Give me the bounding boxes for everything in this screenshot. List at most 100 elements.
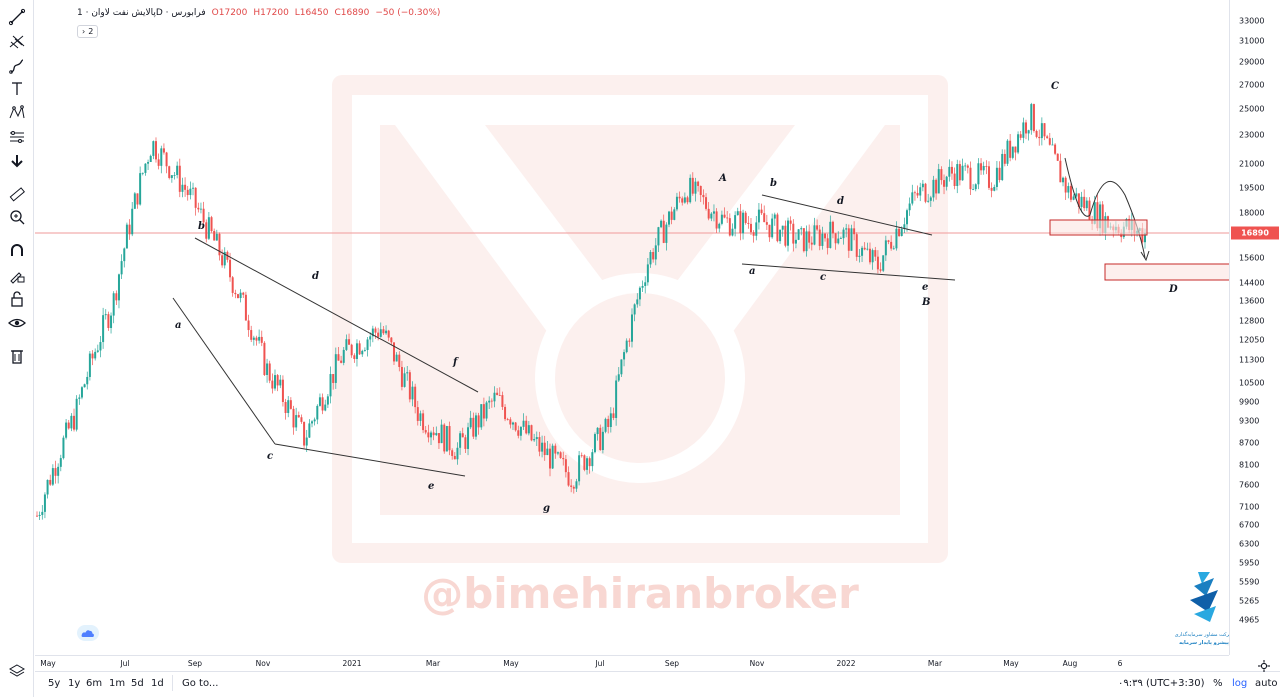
wave-label-d: d: [312, 271, 319, 282]
object-tree-icon[interactable]: [8, 663, 26, 679]
time-tick: 2022: [836, 659, 856, 668]
candle-body: [1056, 153, 1059, 161]
time-axis[interactable]: May Jul Sep Nov 2021 Mar May Jul Sep Nov 2022 Mar Ma…: [35, 655, 1229, 671]
candle-body: [445, 426, 448, 452]
candle-body: [601, 431, 604, 451]
candle-body: [982, 165, 985, 171]
candle-body: [784, 225, 787, 246]
candle-body: [604, 418, 607, 432]
candle-body: [736, 211, 739, 216]
candle-body: [464, 437, 467, 449]
candle-body: [456, 447, 459, 460]
candle-body: [747, 222, 750, 224]
candle-body: [779, 229, 782, 242]
ruler-icon[interactable]: [5, 183, 29, 205]
candle-body: [538, 437, 541, 452]
candle-body: [482, 404, 485, 419]
candle-body: [1038, 136, 1041, 139]
range-1m[interactable]: 1m: [109, 678, 126, 689]
trash-icon[interactable]: [5, 345, 29, 367]
candle-body: [908, 203, 911, 211]
indicators-collapse-button[interactable]: › 2: [77, 25, 99, 38]
candle-body: [36, 515, 38, 517]
zoom-in-icon[interactable]: [5, 206, 29, 228]
candle-body: [252, 337, 255, 340]
wave-label-a2: a: [749, 266, 755, 277]
prediction-icon[interactable]: [5, 126, 29, 148]
candle-body: [1054, 144, 1057, 154]
candle-body: [99, 342, 102, 351]
candle-body: [956, 164, 959, 186]
text-icon[interactable]: [5, 78, 29, 100]
candle-body: [308, 423, 311, 438]
range-1y[interactable]: 1y: [68, 678, 81, 689]
candlestick-series: [36, 102, 1146, 521]
candle-body: [607, 418, 610, 428]
candle-body: [419, 413, 422, 421]
range-5d[interactable]: 5d: [131, 678, 144, 689]
time-tick: May: [503, 659, 519, 668]
lock-icon[interactable]: [5, 288, 29, 310]
candle-body: [530, 425, 533, 441]
candle-body: [379, 329, 382, 337]
auto-toggle[interactable]: auto: [1255, 678, 1278, 689]
brush-icon[interactable]: [5, 55, 29, 77]
wave-label-B: B: [921, 297, 930, 308]
price-tick: 12800: [1239, 316, 1265, 326]
candle-body: [1096, 202, 1099, 229]
chart-pane[interactable]: @bimehiranbroker a b c d: [35, 0, 1229, 655]
trend-line-icon[interactable]: [5, 6, 29, 28]
percent-toggle[interactable]: %: [1213, 678, 1223, 689]
candle-body: [70, 415, 73, 429]
arrow-down-icon[interactable]: [5, 150, 29, 172]
candle-body: [366, 339, 369, 350]
candle-body: [668, 211, 671, 225]
candle-body: [128, 224, 131, 235]
candle-body: [392, 342, 395, 362]
candle-body: [205, 222, 208, 239]
candle-body: [369, 336, 372, 340]
range-5y[interactable]: 5y: [48, 678, 61, 689]
candle-body: [165, 152, 168, 167]
candle-body: [239, 292, 242, 299]
candle-body: [115, 293, 118, 301]
candle-body: [136, 193, 139, 205]
clock-timezone[interactable]: ۰۹:۳۹ (UTC+3:30): [1118, 678, 1205, 689]
log-toggle[interactable]: log: [1232, 678, 1248, 689]
candle-body: [311, 421, 314, 424]
symbol-title[interactable]: پالایش نفت لاوان · 1D · فرابورس: [77, 8, 206, 18]
candle-body: [459, 433, 462, 448]
candle-body: [1017, 134, 1020, 153]
price-chart[interactable]: @bimehiranbroker a b c d: [35, 0, 1229, 655]
magnet-icon[interactable]: [5, 240, 29, 262]
symbol-legend[interactable]: پالایش نفت لاوان · 1D · فرابورس O17200 H…: [77, 8, 440, 18]
candle-body: [726, 217, 729, 219]
candle-body: [588, 458, 591, 467]
candle-body: [1003, 153, 1006, 164]
eye-icon[interactable]: [5, 312, 29, 334]
candle-body: [657, 227, 660, 246]
candle-body: [1014, 146, 1017, 153]
goto-button[interactable]: Go to...: [182, 678, 219, 689]
pitchfork-icon[interactable]: [5, 31, 29, 53]
lock-drawing-icon[interactable]: [5, 264, 29, 286]
gear-icon[interactable]: [1258, 657, 1272, 672]
candle-body: [1009, 140, 1012, 158]
price-tick: 19500: [1239, 183, 1265, 193]
tradingview-logo[interactable]: [77, 625, 99, 641]
range-1d[interactable]: 1d: [151, 678, 164, 689]
candle-body: [535, 437, 538, 440]
pattern-icon[interactable]: [5, 102, 29, 124]
candle-body: [422, 413, 425, 431]
candle-body: [234, 292, 237, 295]
price-tick: 8700: [1239, 438, 1260, 447]
candle-body: [406, 372, 409, 374]
range-6m[interactable]: 6m: [86, 678, 103, 689]
chevron-right-icon: ›: [82, 27, 86, 36]
price-tick: 15600: [1239, 253, 1265, 263]
price-tick: 5265: [1239, 596, 1260, 606]
price-scale[interactable]: 33000 31000 29000 27000 25000 23000 21000 19500…: [1229, 0, 1280, 655]
candle-body: [752, 232, 755, 236]
candle-body: [773, 214, 776, 219]
